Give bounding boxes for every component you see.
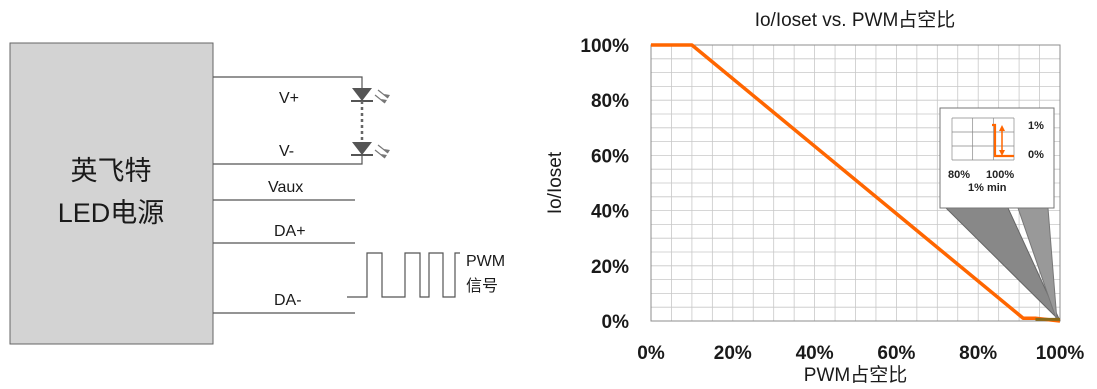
x-tick-label: 40% bbox=[796, 343, 834, 364]
vaux-label: Vaux bbox=[268, 179, 303, 196]
x-tick-label: 0% bbox=[637, 343, 665, 364]
y-tick-label: 60% bbox=[591, 146, 629, 167]
driver-label-line1: 英飞特 bbox=[71, 156, 152, 186]
x-tick-label: 20% bbox=[714, 343, 752, 364]
vminus-label: V- bbox=[279, 143, 294, 160]
circuit-diagram: 英飞特 LED电源 V+ V- Vaux DA+ DA- bbox=[9, 42, 505, 345]
chart: Io/Ioset vs. PWM占空比 0% 20% 40% 60% 80% 100% 0… bbox=[545, 9, 1084, 386]
led-bottom-icon bbox=[351, 142, 390, 159]
inset-x-tick: 100% bbox=[986, 169, 1014, 181]
led-top-icon bbox=[351, 88, 390, 104]
driver-label-line2: LED电源 bbox=[58, 198, 165, 228]
vminus-wire bbox=[213, 153, 363, 165]
pwm-label-line2: 信号 bbox=[466, 277, 498, 295]
daminus-label: DA- bbox=[274, 292, 302, 309]
inset-x-tick: 80% bbox=[948, 169, 970, 181]
wires bbox=[213, 76, 363, 314]
zoom-inset: 1% 0% 80% 100%1% min bbox=[939, 107, 1061, 322]
y-axis-label: Io/Ioset bbox=[545, 151, 566, 214]
inset-y-tick: 0% bbox=[1028, 149, 1044, 161]
pwm-label-line1: PWM bbox=[466, 253, 505, 270]
vplus-label: V+ bbox=[279, 90, 299, 107]
y-tick-label: 40% bbox=[591, 202, 629, 223]
x-tick-label: 80% bbox=[959, 343, 997, 364]
x-axis-label: PWM占空比 bbox=[804, 364, 907, 386]
x-tick-label: 60% bbox=[877, 343, 915, 364]
x-tick-label: 100% bbox=[1036, 343, 1085, 364]
x-axis-ticks: 0% 20% 40% 60% 80% 100% bbox=[637, 343, 1084, 364]
inset-arrowhead-up bbox=[999, 125, 1005, 131]
vplus-wire bbox=[213, 76, 363, 92]
y-tick-label: 100% bbox=[580, 36, 629, 57]
daplus-label: DA+ bbox=[274, 223, 306, 240]
y-axis-ticks: 0% 20% 40% 60% 80% 100% bbox=[580, 36, 629, 333]
inset-box bbox=[939, 107, 1055, 209]
inset-arrowhead-down bbox=[999, 150, 1005, 156]
y-tick-label: 80% bbox=[591, 91, 629, 112]
chart-title: Io/Ioset vs. PWM占空比 bbox=[755, 9, 956, 31]
driver-box bbox=[9, 42, 214, 345]
plot-area bbox=[650, 44, 1061, 322]
inset-curve bbox=[992, 123, 1014, 158]
inset-annotation: 1% min bbox=[968, 182, 1007, 194]
y-tick-label: 20% bbox=[591, 257, 629, 278]
inset-y-tick: 1% bbox=[1028, 120, 1044, 132]
pwm-waveform bbox=[347, 252, 460, 298]
y-tick-label: 0% bbox=[602, 312, 630, 333]
